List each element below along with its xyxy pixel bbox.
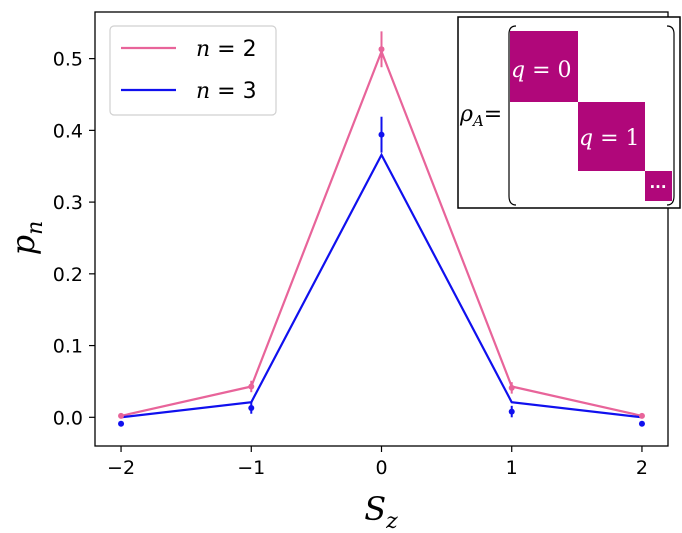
data-point-n2-1 (248, 383, 255, 390)
legend-label-n3: n = 3 (196, 79, 257, 104)
x-axis-title: Sz (364, 490, 398, 533)
inset: ρA= q = 0 q = 1 ··· (457, 16, 681, 209)
y-tick-label: 0.4 (53, 120, 83, 142)
legend-label-n2: n = 2 (196, 37, 257, 62)
x-tick-label: −1 (237, 457, 265, 479)
series-points (118, 31, 645, 427)
inset-block-q1-rest: = 1 (593, 126, 639, 151)
legend-rest-n3: = 3 (210, 79, 256, 104)
x-tick-label: 1 (506, 457, 518, 479)
inset-block-ellipsis-label: ··· (649, 178, 666, 196)
x-axis-title-sub: z (385, 509, 398, 533)
x-axis-title-main: S (364, 490, 386, 528)
inset-block-q1-label: q = 1 (579, 126, 640, 151)
inset-block-q0-var: q (511, 58, 525, 83)
y-tick-label: 0.1 (53, 336, 83, 358)
data-point-n2-0 (118, 412, 125, 419)
inset-block-q0 (510, 31, 578, 102)
y-tick-label: 0.2 (53, 264, 83, 286)
data-point-n3-1 (248, 404, 255, 411)
data-point-n3-2 (378, 131, 385, 138)
legend-rest-n2: = 2 (210, 37, 256, 62)
legend: n = 2 n = 3 (109, 25, 277, 116)
data-point-n3-4 (638, 420, 645, 427)
inset-block-ellipsis (645, 171, 672, 201)
data-point-n2-2 (378, 46, 385, 53)
inset-equals: = (484, 102, 502, 127)
x-axis-ticks: −2 −1 0 1 2 (107, 446, 648, 479)
inset-rho: ρ (459, 102, 473, 127)
legend-var-n3: n (196, 79, 210, 104)
inset-block-q0-rest: = 0 (525, 58, 571, 83)
y-axis-ticks: 0.0 0.1 0.2 0.3 0.4 0.5 (53, 49, 95, 429)
inset-left-bracket (508, 25, 517, 206)
y-tick-label: 0.0 (53, 407, 83, 429)
y-axis-title-sub: n (23, 221, 48, 235)
y-axis-title-main: p (4, 235, 42, 255)
inset-block-q1-var: q (579, 126, 593, 151)
inset-block-q0-label: q = 0 (511, 58, 572, 83)
y-axis-title: pn (4, 221, 48, 256)
inset-rho-label: ρA= (459, 102, 502, 130)
data-point-n3-3 (508, 408, 515, 415)
inset-right-bracket (666, 25, 675, 206)
y-tick-label: 0.3 (53, 192, 83, 214)
data-point-n2-4 (638, 412, 645, 419)
x-tick-label: 0 (375, 457, 387, 479)
inset-rho-sub: A (471, 112, 484, 130)
legend-var-n2: n (196, 37, 210, 62)
data-point-n3-0 (118, 420, 125, 427)
x-tick-label: 2 (636, 457, 648, 479)
x-tick-label: −2 (107, 457, 135, 479)
series-line-n3 (120, 152, 643, 419)
y-tick-label: 0.5 (53, 49, 83, 71)
data-point-n2-3 (508, 384, 515, 391)
inset-block-q1 (578, 102, 645, 171)
